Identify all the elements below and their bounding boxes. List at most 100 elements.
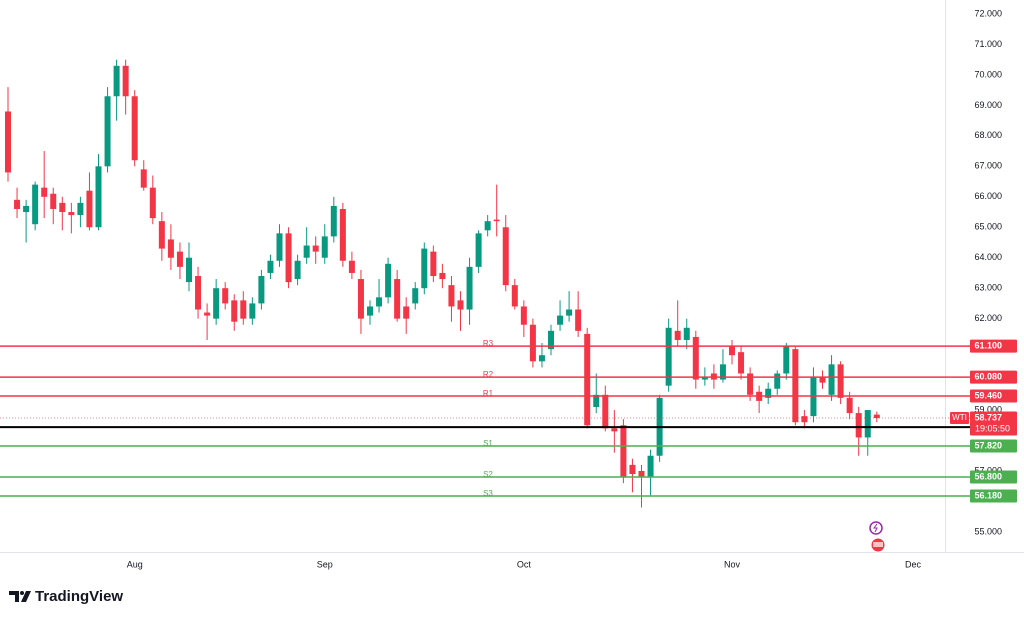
candle-body [348, 260, 355, 273]
candle-body [267, 260, 274, 273]
candle-body [593, 394, 600, 407]
candle-body [439, 272, 446, 280]
candle-body [719, 364, 726, 380]
candle-body [584, 333, 591, 426]
candle-body [231, 300, 238, 322]
candle-body [466, 266, 473, 310]
candle-body [14, 199, 21, 209]
x-tick-label: Oct [517, 559, 532, 569]
candle-body [548, 330, 554, 350]
candle-body [339, 208, 346, 261]
candle-body [647, 455, 654, 478]
candle-body [186, 257, 192, 283]
level-label-box [970, 370, 1017, 384]
level-name: S2 [483, 470, 493, 479]
x-tick-label: Dec [905, 559, 922, 569]
candle-body [557, 315, 564, 325]
candle-body [729, 346, 735, 356]
candle-body [529, 324, 536, 362]
candle-body [222, 288, 229, 304]
candle-body [575, 309, 582, 331]
level-label: 61.100 [974, 340, 1002, 350]
y-tick-label: 70.000 [974, 69, 1002, 79]
candle-body [683, 327, 690, 340]
level-name: R2 [483, 370, 494, 379]
candle-body [285, 233, 292, 283]
x-tick-label: Sep [317, 559, 333, 569]
level-label-box [970, 389, 1017, 403]
logo-icon [9, 591, 31, 602]
logo: TradingView [9, 588, 123, 605]
y-tick-label: 71.000 [974, 39, 1002, 49]
candle-body [403, 306, 410, 319]
candle-body [765, 388, 772, 398]
candle-body [484, 221, 491, 231]
candle-body [421, 248, 428, 289]
candle-body [566, 309, 573, 316]
candle-body [240, 300, 247, 319]
candle-body [837, 364, 844, 398]
candle-body [294, 260, 301, 280]
candle-body [502, 227, 509, 286]
level-label: 57.820 [974, 440, 1002, 450]
candle-body [385, 263, 392, 298]
candle-body [538, 355, 545, 362]
y-tick-label: 63.000 [974, 283, 1002, 293]
symbol-box [950, 412, 969, 425]
level-name: S3 [483, 489, 493, 498]
candle-body [122, 65, 129, 97]
candle-body [701, 376, 708, 380]
candle-body [394, 279, 401, 319]
candle-body [747, 373, 754, 395]
y-tick-label: 59.000 [974, 404, 1002, 414]
candle-body [131, 96, 138, 161]
candle-body [104, 96, 111, 167]
candle-body [674, 330, 681, 340]
candle-body [41, 187, 48, 197]
candle-body [86, 190, 93, 228]
icons [869, 521, 886, 553]
level-label: 56.180 [974, 490, 1002, 500]
level-label: 59.460 [974, 390, 1002, 400]
candle-body [448, 285, 455, 307]
candle-body [59, 202, 66, 213]
y-tick-label: 65.000 [974, 222, 1002, 232]
candle-body [176, 251, 183, 267]
candle-body [801, 416, 808, 423]
candle-body [258, 276, 265, 304]
y-tick-label: 66.000 [974, 191, 1002, 201]
candle-body [828, 364, 835, 395]
candle-body [430, 251, 437, 276]
y-tick-label: 67.000 [974, 161, 1002, 171]
y-tick-label: 69.000 [974, 100, 1002, 110]
candle-body [692, 336, 699, 380]
candle-body [5, 111, 11, 173]
candle-body [638, 470, 645, 478]
candle-body [204, 312, 211, 316]
level-label: 60.080 [974, 372, 1002, 382]
y-tick-label: 72.000 [974, 8, 1002, 18]
candle-body [367, 306, 373, 316]
candle-body [68, 212, 75, 216]
candle-body [149, 187, 156, 219]
x-tick-label: Aug [127, 559, 143, 569]
candle-body [23, 205, 30, 213]
candle-body [520, 306, 527, 325]
candle-body [412, 288, 419, 304]
level-label: 56.800 [974, 471, 1002, 481]
candle-body [77, 202, 84, 216]
level-name: R1 [483, 389, 494, 398]
candle-body [873, 414, 880, 419]
candle-body [276, 233, 283, 261]
y-tick-label: 68.000 [974, 130, 1002, 140]
candle-body [665, 327, 672, 386]
candle-body [620, 425, 627, 478]
candle-body [195, 276, 202, 310]
y-tick-label: 55.000 [974, 526, 1002, 536]
y-tick-label: 62.000 [974, 313, 1002, 323]
x-tick-label: Nov [724, 559, 741, 569]
candle-body [493, 219, 500, 222]
candle-body [792, 349, 799, 423]
